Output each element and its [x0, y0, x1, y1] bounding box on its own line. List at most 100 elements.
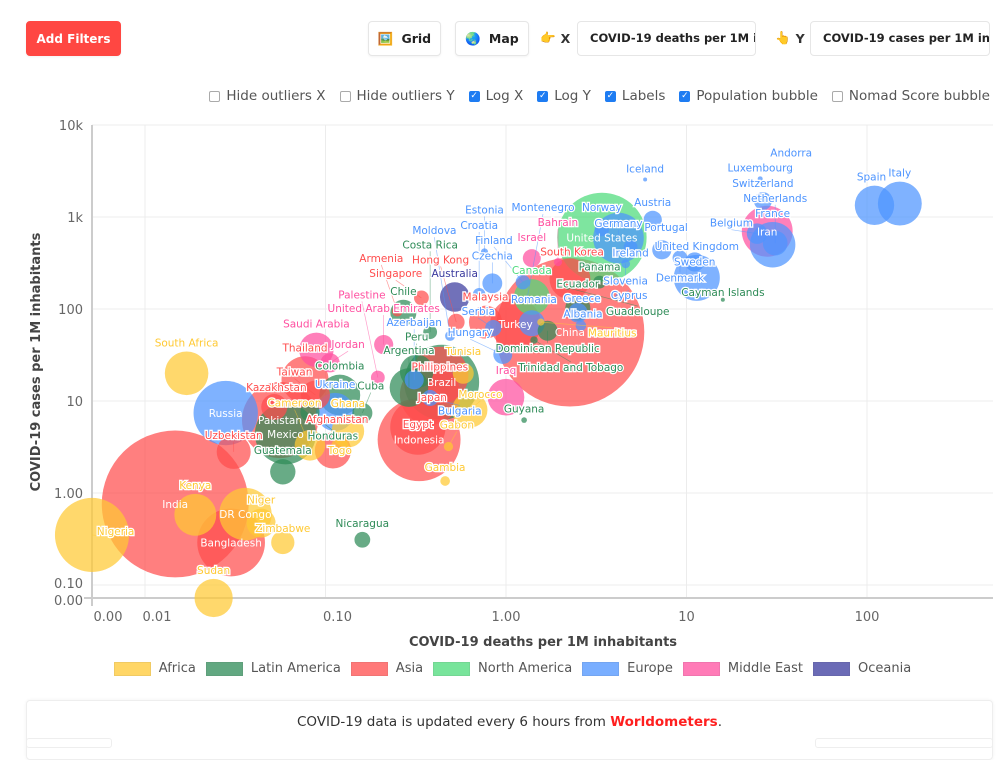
- y-tick-label: 1k: [67, 211, 83, 226]
- y-tick-label: 0.10: [54, 577, 83, 592]
- option-nomad-score-bubble[interactable]: Nomad Score bubble: [831, 88, 990, 104]
- legend-item-africa[interactable]: Africa: [113, 661, 196, 676]
- x-tick-label: 100: [855, 610, 880, 625]
- bubble-tunisia: [452, 362, 474, 384]
- option-hide-outliers-y[interactable]: Hide outliers Y: [339, 88, 455, 104]
- label-leader-line: [731, 229, 758, 234]
- y-axis-select[interactable]: COVID-19 cases per 1M inhabitants: [810, 21, 990, 56]
- checkbox[interactable]: ✓: [468, 90, 480, 102]
- legend-item-oceania[interactable]: Oceania: [813, 661, 911, 676]
- legend-item-asia[interactable]: Asia: [350, 661, 423, 676]
- bubble-label: Costa Rica: [402, 239, 458, 251]
- bubble-cayman-islands: [720, 297, 725, 302]
- bubble-label: Iraq: [496, 365, 517, 377]
- checkbox[interactable]: ✓: [537, 90, 549, 102]
- bubble-kazakhstan: [261, 394, 288, 421]
- legend-swatch: [113, 661, 151, 676]
- bubble-honduras: [300, 402, 320, 422]
- y-tick-label: 0.00: [54, 594, 83, 609]
- bubble-label: Cameroon: [267, 398, 321, 410]
- bubble-label: Niger: [247, 495, 276, 507]
- add-filters-button[interactable]: Add Filters: [26, 21, 121, 56]
- bubble-iraq: [487, 378, 525, 416]
- checkbox[interactable]: ✓: [604, 90, 616, 102]
- label-leader-line: [91, 534, 116, 539]
- bubble-greece: [568, 302, 588, 323]
- pointing-up-icon: 👆: [775, 30, 791, 45]
- bubble-niger: [246, 508, 276, 538]
- legend-item-north-america[interactable]: North America: [433, 661, 572, 676]
- x-axis-tag: 👉 X: [540, 30, 570, 46]
- option-log-y[interactable]: ✓ Log Y: [537, 88, 591, 104]
- bubble-label: India: [162, 499, 188, 511]
- legend-label: North America: [478, 661, 573, 676]
- option-label: Nomad Score bubble: [848, 88, 990, 104]
- bubble-egypt: [390, 399, 446, 455]
- bubble-label: Egypt: [403, 419, 433, 431]
- bubble-label: Ukraine: [315, 379, 356, 391]
- x-tick-label: 0.00: [94, 610, 123, 625]
- label-leader-line: [440, 266, 457, 323]
- bubble-label: Sudan: [197, 565, 230, 577]
- option-label: Population bubble: [696, 88, 818, 104]
- x-axis-select[interactable]: COVID-19 deaths per 1M inhabitants: [577, 21, 756, 56]
- legend-item-latin-america[interactable]: Latin America: [205, 661, 341, 676]
- legend-label: Africa: [158, 661, 196, 676]
- checkbox[interactable]: [209, 90, 221, 102]
- label-leader-line: [533, 339, 571, 363]
- option-population-bubble[interactable]: ✓ Population bubble: [679, 88, 818, 104]
- checkbox[interactable]: ✓: [679, 90, 691, 102]
- option-label: Labels: [621, 88, 666, 104]
- bubble-label: Greece: [563, 293, 600, 305]
- bubble-zimbabwe: [271, 530, 295, 555]
- bubble-belgium: [746, 223, 768, 244]
- bubble-label: Guyana: [504, 403, 545, 415]
- x-tick-label: 10: [678, 610, 695, 625]
- legend-label: Middle East: [727, 661, 804, 676]
- bubble-label: Israel: [517, 232, 546, 244]
- legend-swatch: [582, 661, 620, 676]
- y-tag-label: Y: [795, 30, 805, 46]
- bubble-label: Indonesia: [394, 435, 445, 447]
- bubble-label: Andorra: [770, 147, 812, 159]
- bubble-label: Hong Kong: [412, 254, 469, 266]
- option-labels[interactable]: ✓ Labels: [604, 88, 666, 104]
- bottom-control: [815, 738, 993, 748]
- bubble-label: Kenya: [179, 480, 211, 492]
- label-leader-line: [526, 213, 544, 298]
- legend-item-europe[interactable]: Europe: [582, 661, 673, 676]
- bubble-luxembourg: [757, 176, 763, 182]
- bubble-label: Canada: [512, 265, 552, 277]
- legend: Africa Latin America Asia North America Euro…: [0, 661, 1000, 676]
- legend-swatch: [205, 661, 243, 676]
- worldometers-link[interactable]: Worldometers: [610, 714, 718, 730]
- legend-swatch: [350, 661, 388, 676]
- checkbox[interactable]: [831, 90, 843, 102]
- checkbox[interactable]: [339, 90, 351, 102]
- footer-notice: COVID-19 data is updated every 6 hours f…: [26, 700, 993, 760]
- bubble-label: Czechia: [472, 250, 513, 262]
- bubble-label: United Kingdom: [655, 241, 739, 253]
- bubble-label: Trinidad and Tobago: [517, 362, 623, 374]
- x-tick-label: 1.00: [492, 610, 521, 625]
- bubble-chart: 0.00 0.01 0.10 1.00 10 100 10k 1k 100 10 1.00 0.10 0…: [29, 119, 993, 650]
- map-button[interactable]: 🌏 Map: [455, 21, 529, 56]
- bubble-label: Bulgaria: [438, 406, 482, 418]
- bubble-label: Luxembourg: [727, 162, 792, 174]
- y-tick-label: 10k: [59, 119, 84, 134]
- option-hide-outliers-x[interactable]: Hide outliers X: [209, 88, 326, 104]
- legend-item-middle-east[interactable]: Middle East: [682, 661, 804, 676]
- bubble-label: Cyprus: [611, 290, 648, 302]
- option-log-x[interactable]: ✓ Log X: [468, 88, 523, 104]
- bubble-label: Peru: [405, 332, 428, 344]
- label-leader-line: [618, 289, 630, 298]
- bubble-label: South Korea: [540, 247, 604, 259]
- bubble-label: Bangladesh: [200, 538, 262, 550]
- bubble-label: Honduras: [308, 431, 359, 443]
- grid-button[interactable]: 🖼️ Grid: [368, 21, 441, 56]
- bubble-label: Sweden: [674, 256, 716, 268]
- bubble-label: Gabon: [440, 419, 474, 431]
- x-tick-label: 0.01: [143, 610, 172, 625]
- bubble-label: United States: [566, 232, 637, 244]
- legend-label: Oceania: [858, 661, 912, 676]
